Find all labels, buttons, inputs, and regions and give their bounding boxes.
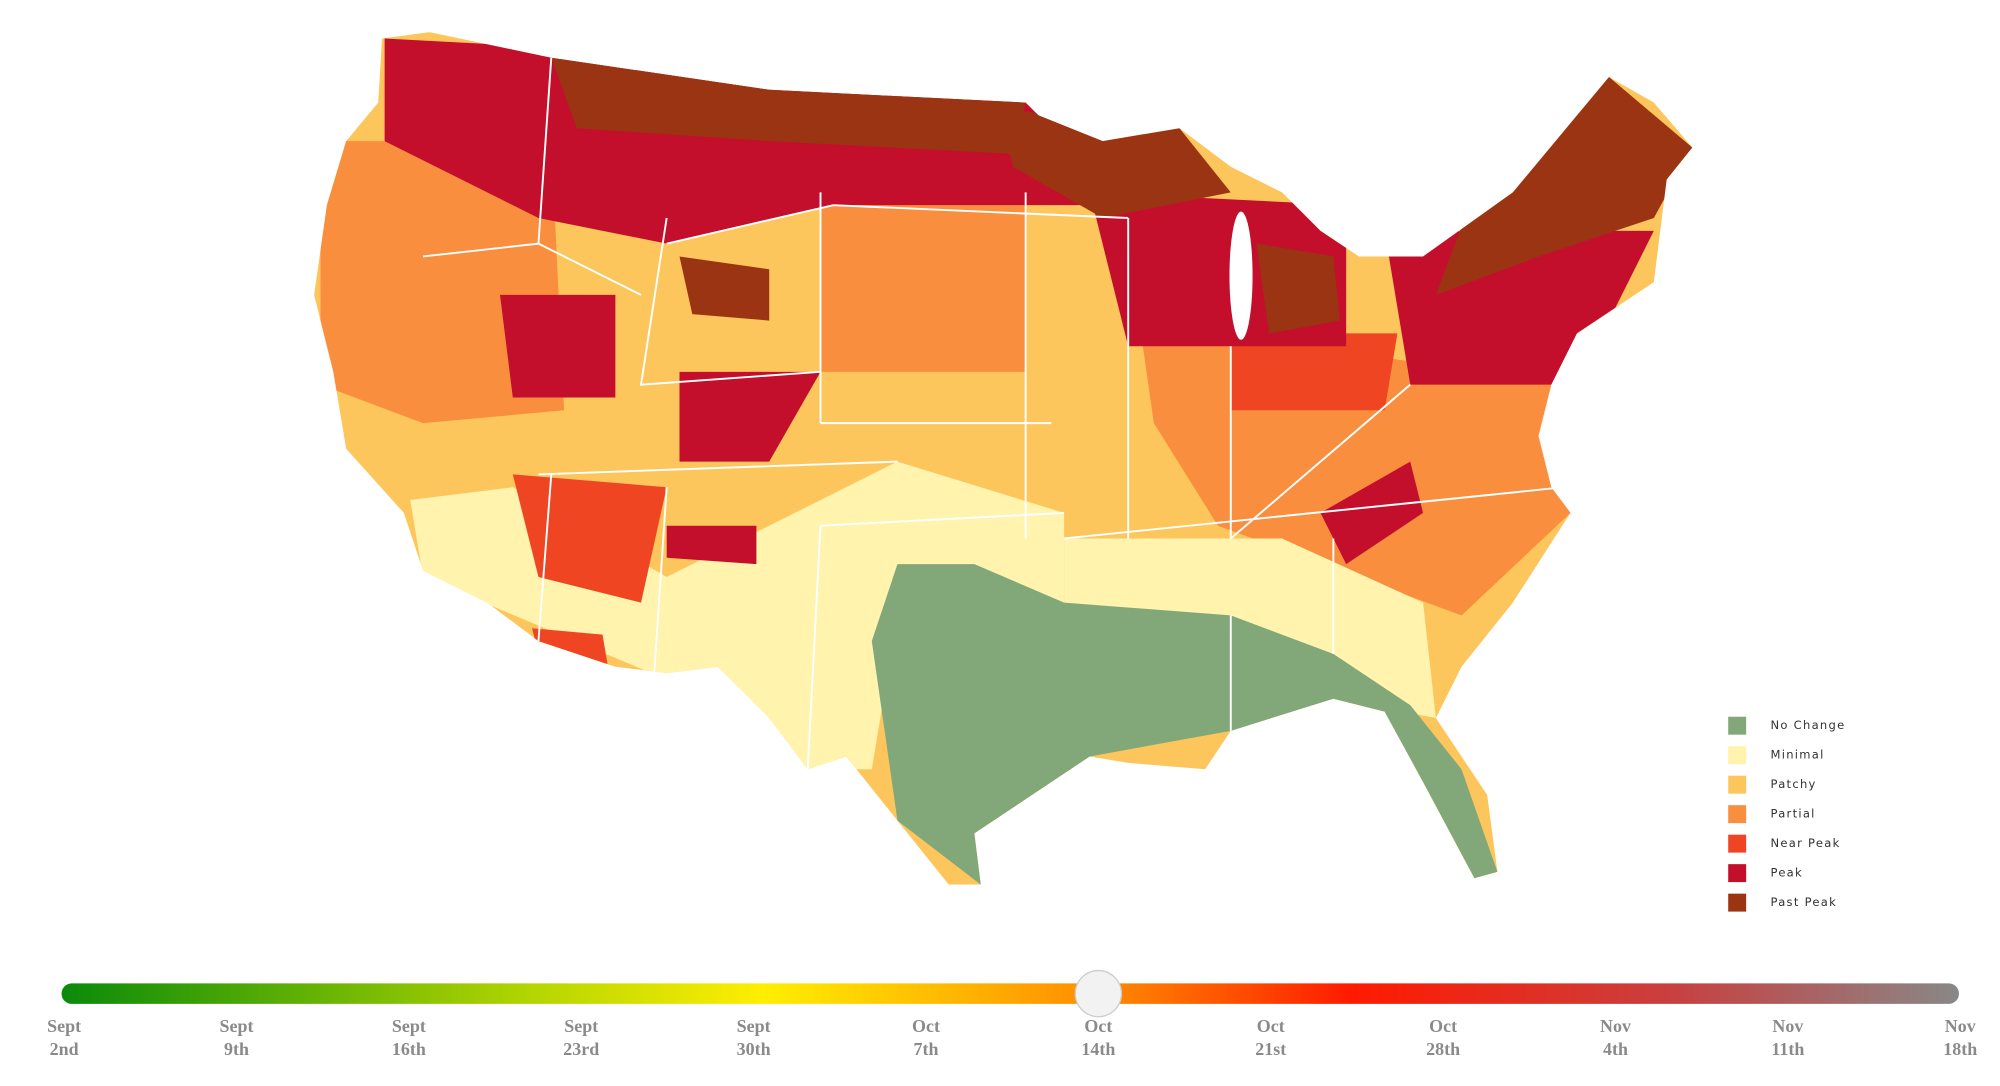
region	[1000, 109, 1231, 218]
region	[1230, 333, 1398, 411]
legend-swatch	[1728, 775, 1747, 794]
timeline-month[interactable]: Oct	[1257, 1016, 1285, 1036]
legend-label: Peak	[1771, 866, 1803, 880]
legend-swatch	[1728, 716, 1747, 735]
legend-label: Near Peak	[1771, 836, 1841, 850]
region	[1256, 243, 1340, 334]
timeline-month[interactable]: Sept	[564, 1016, 598, 1036]
timeline-day[interactable]: 14th	[1081, 1039, 1115, 1059]
map	[314, 32, 1693, 885]
timeline-day[interactable]: 4th	[1603, 1039, 1628, 1059]
region	[679, 256, 770, 321]
timeline-month[interactable]: Oct	[1429, 1016, 1457, 1036]
region	[679, 371, 821, 462]
legend-swatch	[1728, 864, 1747, 883]
timeline-day[interactable]: 21st	[1255, 1039, 1286, 1059]
legend-label: Minimal	[1771, 748, 1825, 762]
timeline-month[interactable]: Sept	[220, 1016, 254, 1036]
timeline-month[interactable]: Sept	[392, 1016, 426, 1036]
timeline-day[interactable]: 11th	[1771, 1039, 1804, 1059]
legend-swatch	[1728, 834, 1747, 853]
state-borders	[422, 57, 1565, 770]
region	[532, 628, 609, 674]
timeline-day[interactable]: 28th	[1426, 1039, 1460, 1059]
lake	[1229, 211, 1253, 340]
legend-label: Past Peak	[1771, 895, 1838, 909]
timeline: Sept 2nd Sept 9th Sept 16th Sept 23rd Sept 30th Oc…	[47, 969, 1977, 1059]
timeline-day[interactable]: 7th	[914, 1039, 939, 1059]
timeline-day[interactable]: 30th	[737, 1039, 771, 1059]
timeline-day[interactable]: 9th	[224, 1039, 249, 1059]
timeline-month[interactable]: Oct	[912, 1016, 940, 1036]
region	[1435, 76, 1693, 295]
legend-label: No Change	[1771, 718, 1846, 732]
timeline-day[interactable]: 23rd	[563, 1039, 599, 1059]
legend: No Change Minimal Patchy Partial Near Peak Pe…	[1728, 716, 1846, 912]
timeline-month[interactable]: Sept	[47, 1016, 81, 1036]
timeline-day[interactable]: 18th	[1943, 1039, 1977, 1059]
legend-swatch	[1728, 805, 1747, 824]
timeline-knob[interactable]	[1074, 969, 1123, 1018]
region	[500, 294, 616, 398]
timeline-track[interactable]	[61, 983, 1959, 1004]
timeline-month[interactable]: Oct	[1084, 1016, 1112, 1036]
timeline-month[interactable]: Sept	[737, 1016, 771, 1036]
region	[512, 474, 667, 603]
legend-label: Partial	[1771, 807, 1816, 821]
legend-swatch	[1728, 746, 1747, 765]
region	[551, 57, 1026, 154]
timeline-month[interactable]: Nov	[1772, 1016, 1803, 1036]
timeline-day[interactable]: 16th	[392, 1039, 426, 1059]
legend-label: Patchy	[1771, 777, 1817, 791]
region	[820, 192, 1026, 372]
region	[666, 525, 757, 565]
timeline-month[interactable]: Nov	[1945, 1016, 1976, 1036]
region	[320, 141, 565, 424]
timeline-month[interactable]: Nov	[1600, 1016, 1631, 1036]
region	[1320, 461, 1424, 565]
legend-swatch	[1728, 893, 1747, 912]
timeline-day[interactable]: 2nd	[50, 1039, 79, 1059]
